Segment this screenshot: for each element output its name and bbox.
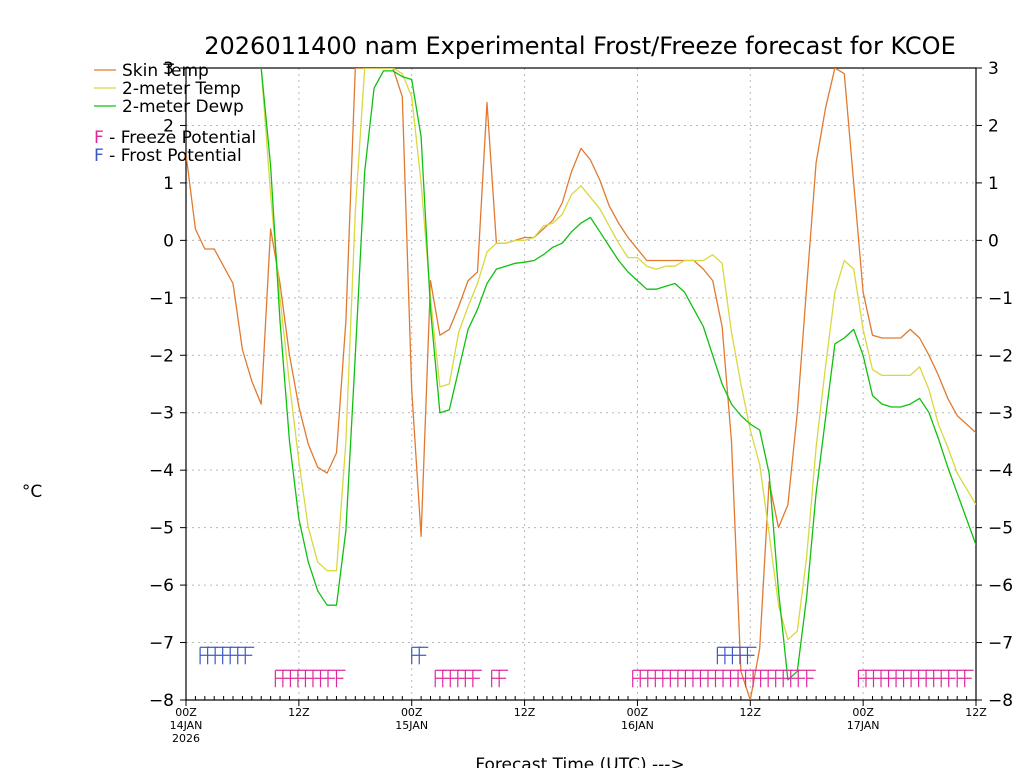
series-line-1 [260, 68, 976, 641]
y-tick-label-8: 0 [163, 231, 174, 251]
y-right-tick-label-2: −6 [988, 576, 1013, 596]
freeze-flag-55 [964, 669, 974, 688]
x-tick-date-2: 15JAN [395, 719, 428, 732]
flag-legend-letter-1: F [94, 146, 104, 166]
freeze-flag-40 [806, 669, 816, 688]
potential-flags [199, 646, 974, 688]
x-tick-label-1: 12Z [288, 706, 310, 719]
legend-label-2: 2-meter Dewp [122, 97, 244, 117]
x-tick-label-4: 00Z [627, 706, 649, 719]
y-tick-label-1: −7 [149, 634, 174, 654]
y-right-tick-label-10: 2 [988, 116, 999, 136]
x-tick-label-0: 00Z [175, 706, 197, 719]
flag-legend-letter-0: F [94, 128, 104, 148]
x-tick-date-6: 17JAN [847, 719, 880, 732]
y-right-tick-label-7: −1 [988, 289, 1013, 309]
y-right-tick-label-6: −2 [988, 346, 1013, 366]
y-tick-label-5: −3 [149, 404, 174, 424]
series-lines [186, 68, 976, 700]
flag-legend-1: F - Frost Potential [94, 146, 242, 166]
frost-flag-6 [244, 646, 255, 665]
x-tick-label-6: 00Z [852, 706, 874, 719]
flag-legend-text-1: - Frost Potential [104, 146, 242, 166]
y-right-tick-label-1: −7 [988, 634, 1013, 654]
freeze-flag-53 [948, 669, 958, 688]
y-tick-label-2: −6 [149, 576, 174, 596]
freeze-flag-8 [335, 669, 346, 688]
series-line-2 [260, 68, 976, 681]
y-tick-label-0: −8 [149, 691, 174, 711]
y-tick-label-9: 1 [163, 174, 174, 194]
legend-label-0: Skin Temp [122, 61, 209, 81]
freeze-flag-16 [498, 669, 509, 688]
freeze-flag-39 [797, 669, 808, 688]
frost-flag-13 [746, 646, 757, 665]
series-line-0 [186, 68, 976, 700]
flag-legend-text-0: - Freeze Potential [104, 128, 256, 148]
flag-legend-0: F - Freeze Potential [94, 128, 256, 148]
frost-flag-8 [418, 646, 429, 665]
y-right-tick-label-11: 3 [988, 59, 999, 79]
x-tick-label-7: 12Z [965, 706, 987, 719]
legend-label-1: 2-meter Temp [122, 79, 241, 99]
y-tick-label-10: 2 [163, 116, 174, 136]
x-tick-date-4: 16JAN [621, 719, 654, 732]
chart-title: 2026011400 nam Experimental Frost/Freeze… [204, 32, 955, 60]
x-tick-label-2: 00Z [401, 706, 423, 719]
y-right-tick-label-0: −8 [988, 691, 1013, 711]
y-right-tick-label-5: −3 [988, 404, 1013, 424]
freeze-flag-7 [327, 669, 338, 688]
freeze-flag-14 [472, 669, 482, 688]
y-right-tick-label-8: 0 [988, 231, 999, 251]
y-tick-label-6: −2 [149, 346, 174, 366]
x-tick-date-0: 14JAN [170, 719, 203, 732]
x-tick-label-3: 12Z [514, 706, 536, 719]
y-tick-label-4: −4 [149, 461, 174, 481]
x-axis-label: Forecast Time (UTC) ---> [475, 755, 684, 768]
grid [186, 68, 976, 700]
y-axis-label: °C [22, 482, 42, 502]
y-right-tick-label-4: −4 [988, 461, 1013, 481]
x-tick-label-5: 12Z [740, 706, 762, 719]
y-right-tick-label-9: 1 [988, 174, 999, 194]
y-right-tick-label-3: −5 [988, 519, 1013, 539]
y-tick-label-7: −1 [149, 289, 174, 309]
plot-frame [185, 67, 977, 701]
y-tick-label-11: 3 [163, 59, 174, 79]
y-axis: −8 −7 −6 −5 −4 −3 −2 −1 0 1 2 3 −8 −7 −6 −5 −4 −3 −2 −1 0 1 2 3 [149, 59, 1013, 711]
x-tick-year-0: 2026 [172, 732, 200, 745]
y-tick-label-3: −5 [149, 519, 174, 539]
